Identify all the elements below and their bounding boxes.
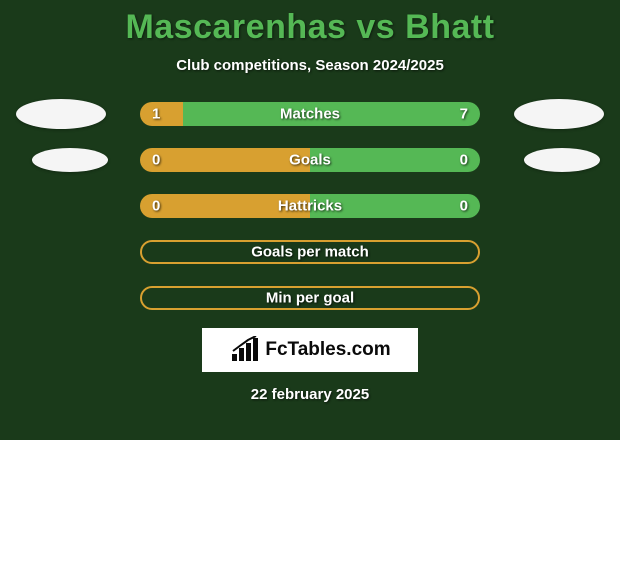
- bar-chart-icon: [229, 336, 261, 364]
- stat-label: Goals per match: [251, 244, 369, 261]
- stat-row: Goals per match: [0, 240, 620, 264]
- stat-bar-right-segment: [183, 102, 481, 126]
- stat-bar: Min per goal: [140, 286, 480, 310]
- branding-text: FcTables.com: [265, 339, 390, 361]
- h2h-widget: Mascarenhas vs Bhatt Club competitions, …: [0, 0, 620, 440]
- stat-value-right: 0: [460, 198, 468, 215]
- stat-value-right: 7: [460, 106, 468, 123]
- stat-label: Min per goal: [266, 290, 354, 307]
- subtitle: Club competitions, Season 2024/2025: [0, 57, 620, 74]
- stat-row: Goals0 0: [0, 148, 620, 172]
- team-crest-left: [16, 99, 106, 129]
- stat-bar-left-segment: [140, 148, 310, 172]
- stat-bar: Hattricks: [140, 194, 480, 218]
- stat-bar: Goals per match: [140, 240, 480, 264]
- stat-bar-left-segment: [140, 102, 183, 126]
- stat-bar: Goals: [140, 148, 480, 172]
- stat-rows: Matches17Goals00Hattricks00Goals per mat…: [0, 102, 620, 310]
- team-crest-right: [524, 148, 600, 172]
- stat-row: Min per goal: [0, 286, 620, 310]
- stat-bar: Matches: [140, 102, 480, 126]
- stat-value-left: 1: [152, 106, 160, 123]
- stat-row: Matches1 7: [0, 102, 620, 126]
- stat-row: Hattricks0 0: [0, 194, 620, 218]
- stat-bar-right-segment: [310, 194, 480, 218]
- team-crest-right: [514, 99, 604, 129]
- stat-bar-right-segment: [310, 148, 480, 172]
- stat-bar-left-segment: [140, 194, 310, 218]
- branding-logo[interactable]: FcTables.com: [202, 328, 418, 372]
- stat-value-left: 0: [152, 198, 160, 215]
- date-stamp: 22 february 2025: [0, 386, 620, 403]
- team-crest-left: [32, 148, 108, 172]
- stat-value-right: 0: [460, 152, 468, 169]
- page-title: Mascarenhas vs Bhatt: [0, 8, 620, 47]
- stat-value-left: 0: [152, 152, 160, 169]
